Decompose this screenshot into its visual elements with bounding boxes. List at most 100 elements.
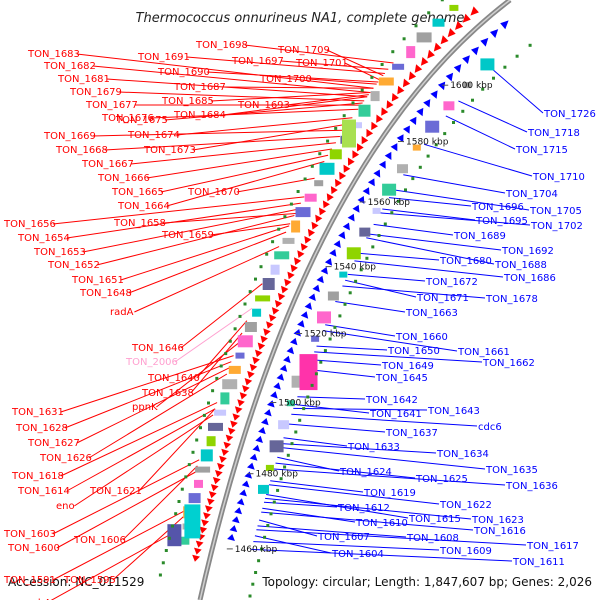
leader-line — [262, 507, 356, 523]
forward-gene-arrow — [315, 214, 323, 223]
scale-minor-tick — [351, 101, 355, 105]
cog-category-block — [449, 4, 459, 11]
scale-minor-tick — [528, 43, 532, 47]
forward-gene-arrow — [266, 321, 274, 329]
forward-gene-arrow — [269, 314, 277, 322]
reverse-gene-arrow — [320, 266, 328, 275]
scale-kbp-label: 1560 kbp — [368, 198, 411, 208]
cog-category-block — [319, 162, 335, 175]
forward-gene-arrow — [339, 171, 347, 180]
cog-category-block — [252, 308, 262, 317]
scale-minor-tick — [294, 430, 298, 434]
scale-minor-tick — [481, 87, 485, 91]
forward-gene-arrow — [352, 150, 360, 159]
leader-line — [281, 443, 437, 454]
reverse-gene-arrow — [480, 37, 489, 47]
leader-line — [66, 202, 301, 239]
scale-minor-tick — [195, 438, 199, 442]
leader-line — [128, 231, 287, 294]
leader-line — [76, 53, 374, 89]
cog-category-block — [339, 271, 348, 278]
scale-minor-tick — [289, 202, 293, 206]
gene-label-reverse: TON_1619 — [363, 488, 416, 499]
scale-minor-tick — [515, 54, 519, 58]
leader-line — [253, 541, 440, 551]
gene-label-forward: TON_1668 — [55, 145, 108, 156]
gene-label-reverse: TON_1702 — [530, 221, 583, 232]
scale-minor-tick — [254, 277, 257, 281]
scale-minor-tick — [390, 211, 394, 215]
scale-minor-tick — [228, 339, 232, 343]
leader-line — [256, 529, 527, 546]
leader-line — [56, 471, 196, 549]
scale-minor-tick — [238, 314, 242, 318]
scale-minor-tick — [318, 152, 322, 156]
gene-label-forward: TON_1640 — [147, 373, 200, 384]
gene-label-reverse: TON_1607 — [317, 532, 370, 543]
scale-minor-tick — [263, 535, 267, 539]
gene-label-forward: radA — [110, 307, 134, 318]
gene-label-forward: TON_1676 — [101, 113, 154, 124]
reverse-gene-arrow — [409, 116, 417, 125]
forward-gene-arrow — [371, 121, 378, 131]
leader-line — [382, 208, 476, 221]
reverse-gene-arrow — [234, 507, 242, 515]
gene-label-reverse: TON_1609 — [439, 546, 492, 557]
leader-line — [261, 511, 474, 531]
forward-gene-arrow — [234, 406, 243, 414]
gene-label-reverse: TON_1692 — [501, 246, 554, 257]
gene-label-forward: TON_1666 — [97, 173, 150, 184]
scale-minor-tick — [257, 559, 261, 563]
leader-line — [52, 196, 305, 225]
gene-label-reverse: TON_1696 — [471, 202, 524, 213]
leader-line — [257, 525, 407, 538]
scale-minor-tick — [167, 536, 171, 540]
scale-minor-tick — [158, 573, 162, 577]
forward-gene-arrow — [361, 136, 369, 145]
cog-category-block — [265, 464, 274, 471]
forward-gene-arrow — [447, 28, 456, 38]
gene-label-forward: TON_1654 — [17, 233, 70, 244]
forward-gene-arrow — [242, 385, 250, 393]
reverse-gene-arrow — [347, 213, 355, 222]
cog-category-block — [412, 144, 421, 151]
scale-minor-tick — [279, 477, 283, 481]
reverse-gene-arrow — [247, 462, 255, 470]
leader-line — [52, 459, 200, 535]
leader-line — [325, 324, 396, 337]
cog-category-block — [270, 264, 280, 275]
scale-minor-tick — [171, 524, 174, 528]
leader-line — [96, 215, 295, 266]
forward-gene-arrow — [381, 107, 389, 116]
gene-label-reverse: TON_1672 — [425, 277, 478, 288]
cog-category-block — [228, 365, 241, 374]
leader-line — [344, 279, 417, 298]
scale-minor-tick — [251, 582, 255, 586]
leader-line — [138, 408, 216, 492]
cog-category-block — [397, 164, 408, 174]
leader-line — [311, 359, 382, 366]
scale-minor-tick — [333, 325, 337, 329]
scale-minor-tick — [342, 114, 346, 118]
leader-line — [280, 447, 486, 470]
reverse-gene-arrow — [430, 90, 438, 99]
scale-minor-tick — [276, 488, 280, 492]
scale-minor-tick — [391, 50, 395, 54]
leader-line — [326, 49, 384, 77]
reverse-gene-arrow — [445, 72, 454, 82]
forward-gene-arrow — [210, 484, 219, 492]
scale-minor-tick — [303, 177, 307, 181]
cog-category-block — [258, 484, 269, 494]
scale-minor-tick — [452, 121, 455, 124]
gene-label-forward: TON_1653 — [33, 247, 86, 258]
cog-category-block — [222, 379, 238, 390]
forward-gene-arrow — [343, 164, 351, 173]
scale-minor-tick — [471, 98, 474, 102]
scale-ticks: 1600 kbp 1580 kbp 1560 kbp 1540 kbp 1520 kbp… — [158, 0, 532, 598]
reverse-gene-arrow — [241, 480, 250, 488]
cog-category-block — [208, 422, 223, 431]
cog-category-block — [235, 352, 245, 359]
scale-minor-tick — [184, 475, 188, 479]
scale-kbp-label: 1460 kbp — [235, 545, 278, 555]
reverse-gene-arrow — [249, 453, 258, 461]
